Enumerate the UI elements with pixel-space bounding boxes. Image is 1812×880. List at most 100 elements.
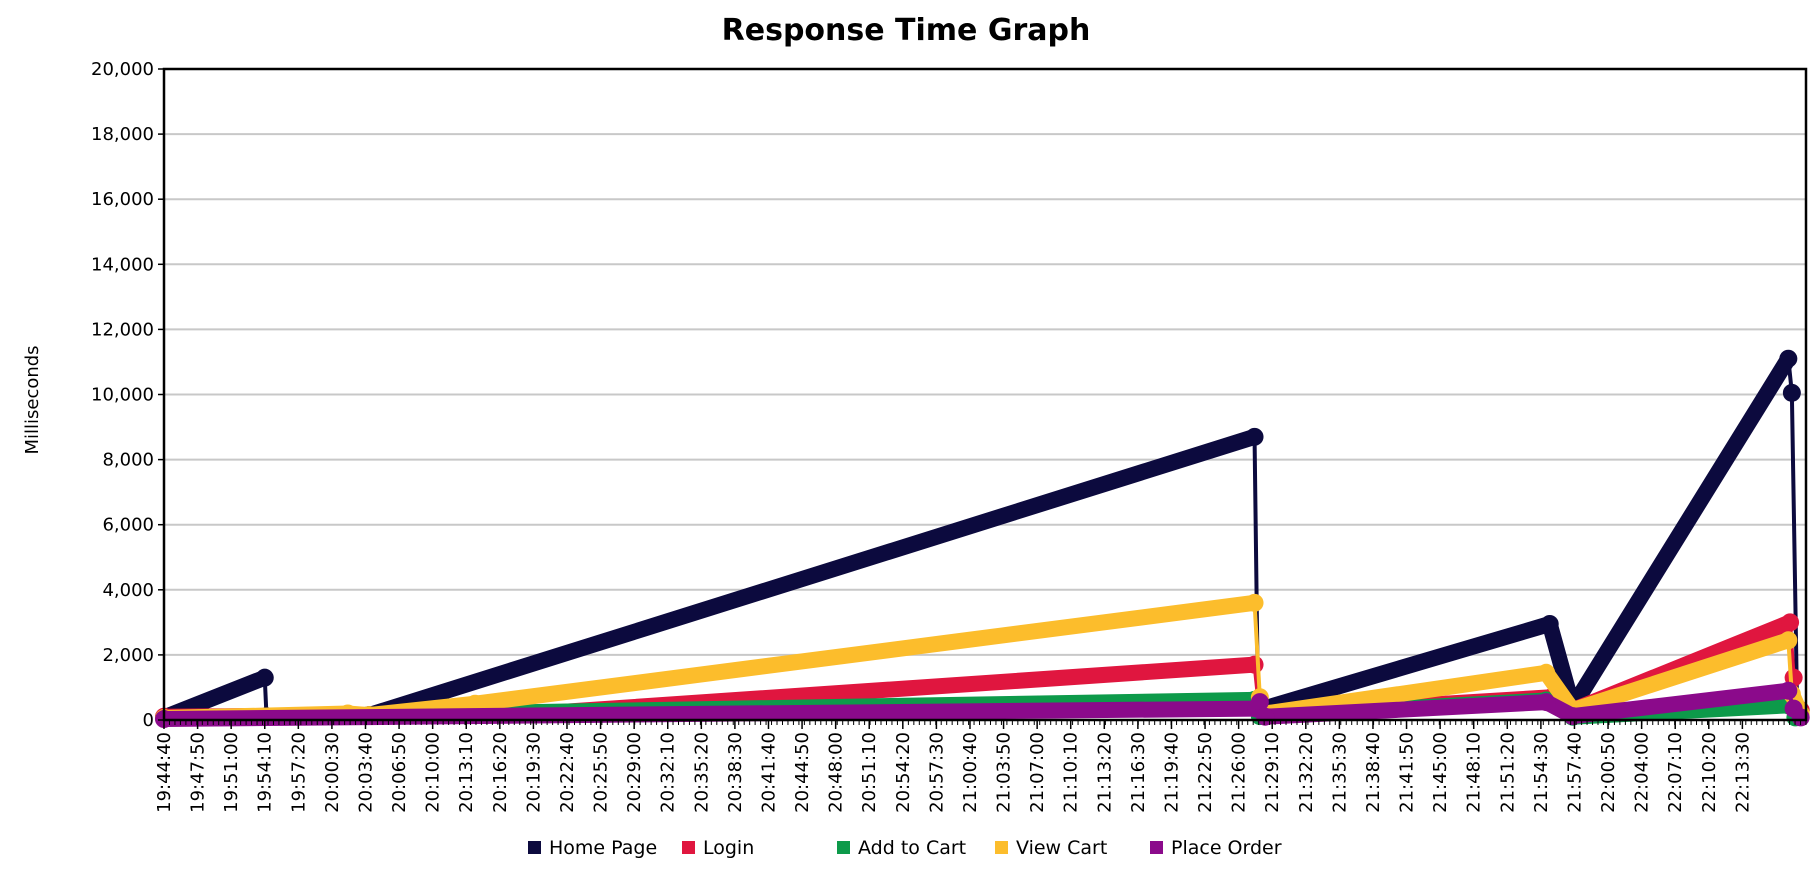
x-tick-label: 20:25:50	[591, 732, 612, 813]
x-tick-label: 21:48:10	[1464, 732, 1485, 813]
y-tick-label: 4,000	[102, 580, 154, 601]
series-segment	[1252, 600, 1262, 700]
legend-label: Home Page	[549, 837, 657, 859]
y-tick-label: 6,000	[102, 515, 154, 536]
data-point	[1779, 681, 1798, 700]
x-tick-label: 20:38:30	[725, 732, 746, 813]
data-point	[1245, 593, 1264, 612]
x-tick-label: 22:07:10	[1665, 732, 1686, 813]
series-place-order	[155, 681, 1810, 729]
data-point	[1781, 613, 1800, 632]
x-tick-label: 20:32:10	[658, 732, 679, 813]
x-axis: 19:44:40 19:47:50 19:51:00 19:54:10 19:57:20…	[154, 720, 1807, 813]
x-tick-label: 19:54:10	[255, 732, 276, 813]
x-tick-label: 20:35:20	[691, 732, 712, 813]
data-point	[1245, 655, 1264, 674]
series-segment	[1564, 350, 1797, 715]
x-tick-label: 20:41:40	[759, 732, 780, 813]
x-tick-label: 20:10:00	[423, 732, 444, 813]
x-tick-label: 22:00:50	[1598, 732, 1619, 813]
x-tick-label: 21:57:40	[1565, 732, 1586, 813]
x-tick-label: 21:00:40	[960, 732, 981, 813]
y-tick-label: 18,000	[91, 124, 154, 145]
data-point	[1245, 427, 1264, 446]
x-tick-label: 22:10:20	[1699, 732, 1720, 813]
data-point	[1563, 707, 1582, 726]
x-tick-label: 21:51:20	[1497, 732, 1518, 813]
series-segment	[361, 428, 1263, 724]
x-tick-label: 19:44:40	[154, 732, 175, 813]
legend-item: Login	[682, 837, 754, 859]
y-tick-label: 0	[143, 710, 154, 731]
data-point	[1537, 663, 1556, 682]
legend-label: Place Order	[1171, 837, 1282, 859]
x-tick-label: 21:10:10	[1061, 732, 1082, 813]
legend-swatch	[837, 841, 850, 854]
x-tick-label: 21:41:50	[1397, 732, 1418, 813]
series-segment	[1564, 632, 1797, 719]
data-point	[1779, 349, 1798, 368]
x-tick-label: 20:44:50	[792, 732, 813, 813]
x-tick-label: 21:54:30	[1531, 732, 1552, 813]
x-tick-label: 21:19:40	[1162, 732, 1183, 813]
x-tick-label: 21:26:00	[1229, 732, 1250, 813]
x-tick-label: 20:22:40	[557, 732, 578, 813]
x-tick-label: 20:00:30	[322, 732, 343, 813]
x-tick-label: 20:57:30	[926, 732, 947, 813]
x-tick-label: 20:13:10	[456, 732, 477, 813]
y-axis-title: Milliseconds	[22, 345, 43, 454]
gridlines	[164, 68, 1806, 721]
x-tick-label: 21:16:30	[1128, 732, 1149, 813]
x-tick-label: 19:51:00	[221, 732, 242, 813]
x-tick-label: 20:06:50	[389, 732, 410, 813]
y-tick-label: 8,000	[102, 450, 154, 471]
legend-swatch	[995, 841, 1008, 854]
y-tick-label: 12,000	[91, 319, 154, 340]
legend-label: Login	[703, 837, 754, 859]
x-tick-label: 20:51:10	[859, 732, 880, 813]
x-tick-label: 20:16:20	[490, 732, 511, 813]
x-tick-label: 21:29:10	[1262, 732, 1283, 813]
legend: Home Page Login Add to Cart View Cart Place …	[528, 837, 1282, 859]
y-tick-label: 2,000	[102, 645, 154, 666]
series-layer	[155, 349, 1810, 729]
x-tick-label: 21:03:50	[994, 732, 1015, 813]
x-tick-label: 20:03:40	[356, 732, 377, 813]
data-point	[1782, 383, 1801, 402]
data-point	[255, 668, 274, 687]
y-tick-label: 10,000	[91, 385, 154, 406]
x-tick-label: 22:04:00	[1632, 732, 1653, 813]
y-tick-label: 14,000	[91, 254, 154, 275]
series-segment	[467, 594, 1263, 712]
x-tick-label: 21:45:00	[1430, 732, 1451, 813]
legend-swatch	[682, 841, 695, 854]
legend-swatch	[1150, 841, 1163, 854]
series-segment	[1789, 390, 1800, 713]
x-tick-label: 21:22:50	[1195, 732, 1216, 813]
series-segment	[1250, 615, 1558, 719]
legend-item: Add to Cart	[837, 837, 966, 859]
legend-item: Home Page	[528, 837, 657, 859]
data-point	[1779, 631, 1798, 650]
x-tick-label: 21:35:30	[1329, 732, 1350, 813]
data-point	[1250, 693, 1269, 712]
x-tick-label: 22:13:30	[1732, 732, 1753, 813]
x-tick-label: 19:57:20	[288, 732, 309, 813]
data-point	[1537, 693, 1556, 712]
x-tick-label: 20:19:30	[523, 732, 544, 813]
chart-title: Response Time Graph	[722, 13, 1091, 48]
x-tick-label: 20:48:00	[826, 732, 847, 813]
x-tick-label: 21:38:40	[1363, 732, 1384, 813]
x-tick-label: 19:47:50	[188, 732, 209, 813]
legend-label: View Cart	[1016, 837, 1107, 859]
x-tick-label: 21:07:00	[1027, 732, 1048, 813]
series-segment	[1257, 694, 1555, 725]
x-tick-label: 20:54:20	[893, 732, 914, 813]
legend-swatch	[528, 841, 541, 854]
x-tick-label: 20:29:00	[624, 732, 645, 813]
y-axis: 0 2,000 4,000 6,000 8,000 10,000 12,000 14,000 1…	[91, 59, 164, 731]
y-tick-label: 20,000	[91, 59, 154, 80]
x-tick-label: 21:13:20	[1094, 732, 1115, 813]
series-segment	[1564, 682, 1797, 725]
